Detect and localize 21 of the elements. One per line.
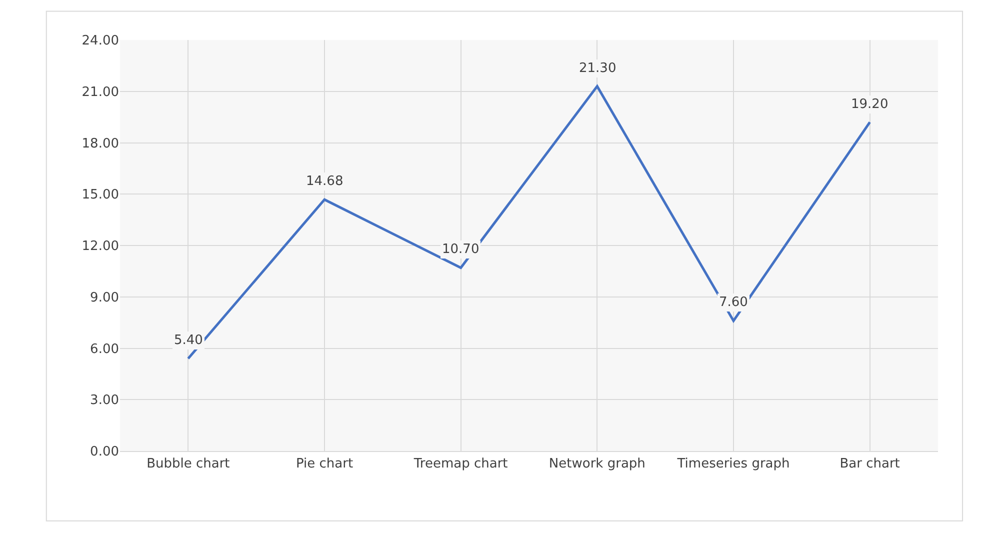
data-label: 14.68 [306, 174, 344, 189]
data-label: 21.30 [579, 61, 616, 76]
x-tick-label: Bar chart [840, 456, 900, 472]
x-tick-label: Bubble chart [146, 456, 230, 472]
x-tick-label: Timeseries graph [676, 456, 790, 472]
x-tick-label: Pie chart [296, 456, 354, 472]
y-tick-label: 0.00 [90, 444, 119, 460]
y-tick-label: 12.00 [82, 239, 119, 254]
y-tick-label: 15.00 [82, 188, 119, 203]
x-tick-label: Network graph [548, 456, 646, 472]
data-label: 5.40 [174, 333, 203, 348]
data-label: 10.70 [442, 242, 480, 257]
y-tick-label: 21.00 [82, 84, 119, 100]
y-tick-label: 18.00 [82, 136, 119, 152]
y-tick-label: 6.00 [90, 342, 119, 357]
y-tick-label: 9.00 [90, 290, 119, 306]
y-tick-label: 24.00 [82, 34, 119, 49]
y-tick-label: 3.00 [90, 393, 119, 408]
data-label: 19.20 [851, 97, 888, 112]
x-tick-label: Treemap chart [412, 456, 508, 472]
data-label: 7.60 [719, 295, 748, 310]
